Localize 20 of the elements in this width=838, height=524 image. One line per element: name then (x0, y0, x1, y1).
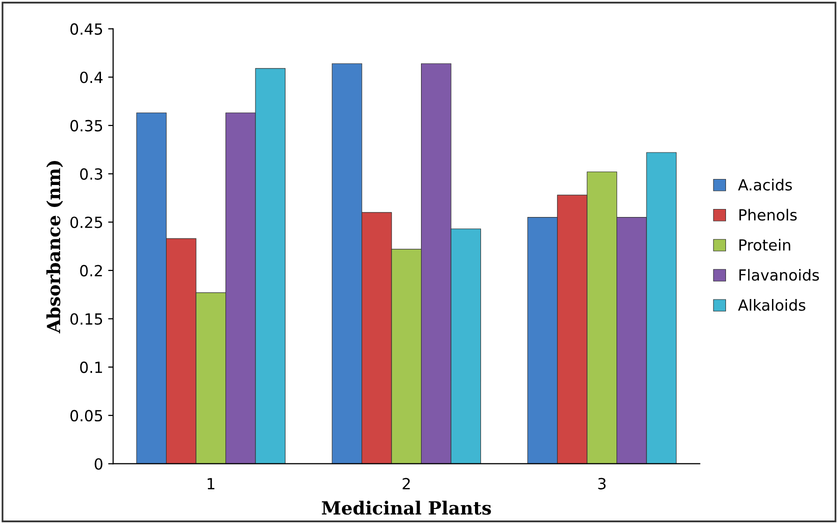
y-tick-label: 0.05 (70, 410, 102, 422)
y-axis-title: Absorbance (nm) (46, 161, 63, 334)
y-tick-label: 0.15 (70, 313, 102, 325)
y-tick-label: 0.25 (70, 216, 102, 228)
y-tick-label: 0.45 (70, 23, 102, 35)
x-tick-label: 1 (208, 478, 214, 490)
legend-label: Alkaloids (738, 299, 806, 311)
y-tick-label: 0.1 (80, 362, 102, 374)
legend-label: Phenols (739, 208, 797, 221)
legend-label: Protein (739, 238, 790, 251)
legend-label: A.acids (738, 178, 792, 191)
y-tick-label: 0.3 (80, 168, 102, 180)
x-tick-label: 2 (402, 478, 410, 490)
y-tick-label: 0.2 (80, 264, 102, 276)
x-axis-title: Medicinal Plants (322, 500, 491, 515)
y-tick-label: 0 (94, 458, 102, 470)
x-tick-label: 3 (598, 478, 606, 490)
y-tick-label: 0.35 (70, 120, 102, 132)
legend-label: Flavanoids (739, 268, 819, 281)
y-tick-label: 0.4 (80, 72, 103, 84)
